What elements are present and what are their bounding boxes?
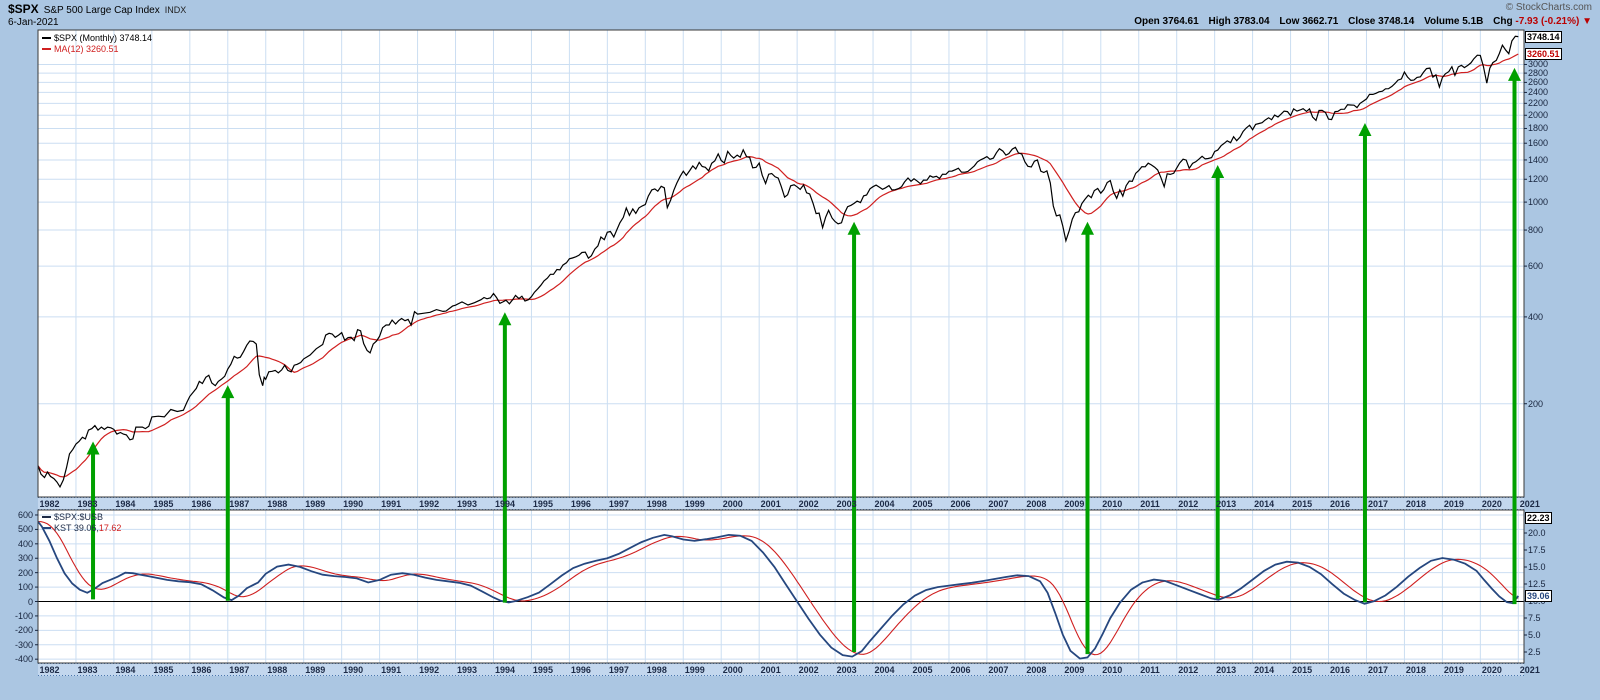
kst-line [38, 520, 1520, 660]
ratio-line-swatch-icon [42, 516, 51, 518]
legend-kst-signal-value: 17.62 [98, 523, 122, 533]
lower-panel-border [37, 509, 1525, 664]
buy-signal-arrows [86, 67, 1522, 655]
legend-ma-label: MA(12) 3260.51 [54, 44, 119, 54]
legend-spx-label: $SPX (Monthly) 3748.14 [54, 33, 153, 43]
low-label: Low [1279, 16, 1300, 27]
legend-kst-label: KST 39.06, [54, 523, 99, 533]
legend-row-kst: KST 39.06,17.62 [42, 523, 121, 534]
buy-arrow-head [1508, 67, 1522, 81]
kst-value-box: 39.06 [1525, 589, 1552, 602]
exchange-label: INDX [164, 5, 187, 15]
chg-label: Chg [1493, 16, 1513, 27]
buy-arrow-head [1358, 123, 1372, 137]
chart-header: $SPX S&P 500 Large Cap Index INDX 6-Jan-20… [0, 0, 1600, 30]
ticker-symbol: $SPX [8, 2, 39, 16]
spx-line-swatch-icon [42, 37, 51, 39]
buy-arrow-head [1211, 164, 1225, 178]
ratio-value-box: 22.23 [1525, 511, 1552, 524]
low-value: 3662.71 [1302, 16, 1339, 27]
legend-ratio-label: $SPX:$USB [54, 512, 104, 522]
open-label: Open [1134, 16, 1160, 27]
buy-arrow-head [86, 441, 100, 455]
chg-value: -7.93 (-0.21%) [1515, 16, 1580, 27]
ma-value-box: 3260.51 [1525, 48, 1562, 61]
high-label: High [1208, 16, 1231, 27]
kst-signal-line [38, 520, 1519, 656]
close-value: 3748.14 [1378, 16, 1415, 27]
buy-arrow-head [1080, 221, 1094, 235]
legend-row-ma: MA(12) 3260.51 [42, 44, 152, 55]
chg-down-triangle-icon: ▼ [1582, 16, 1592, 27]
volume-value: 5.1B [1462, 16, 1484, 27]
spx-price-line [38, 35, 1519, 489]
last-price-box: 3748.14 [1525, 30, 1562, 43]
chart-panels [38, 30, 1524, 676]
kst-line-swatch-icon [42, 527, 51, 529]
legend-row-ratio: $SPX:$USB [42, 512, 121, 523]
chart-date: 6-Jan-2021 [8, 17, 59, 28]
legend-row-spx: $SPX (Monthly) 3748.14 [42, 33, 152, 44]
copyright: © StockCharts.com [1505, 2, 1592, 13]
open-value: 3764.61 [1162, 16, 1199, 27]
close-label: Close [1348, 16, 1376, 27]
buy-arrow-head [847, 221, 861, 235]
gridlines [38, 30, 1524, 663]
index-name: S&P 500 Large Cap Index [43, 5, 160, 16]
chart-title: $SPX S&P 500 Large Cap Index INDX [8, 2, 186, 16]
quote-bar: Open 3764.61 High 3783.04 Low 3662.71 Cl… [1134, 16, 1592, 27]
main-panel-border [37, 29, 1525, 498]
buy-arrow-head [221, 385, 235, 399]
main-chart-legend: $SPX (Monthly) 3748.14 MA(12) 3260.51 [42, 33, 152, 55]
ma-line-swatch-icon [42, 48, 51, 50]
axis-tick-marks [35, 63, 1527, 660]
high-value: 3783.04 [1233, 16, 1270, 27]
buy-arrow-head [498, 312, 512, 326]
volume-label: Volume [1424, 16, 1460, 27]
lower-chart-legend: $SPX:$USB KST 39.06,17.62 [42, 512, 121, 534]
